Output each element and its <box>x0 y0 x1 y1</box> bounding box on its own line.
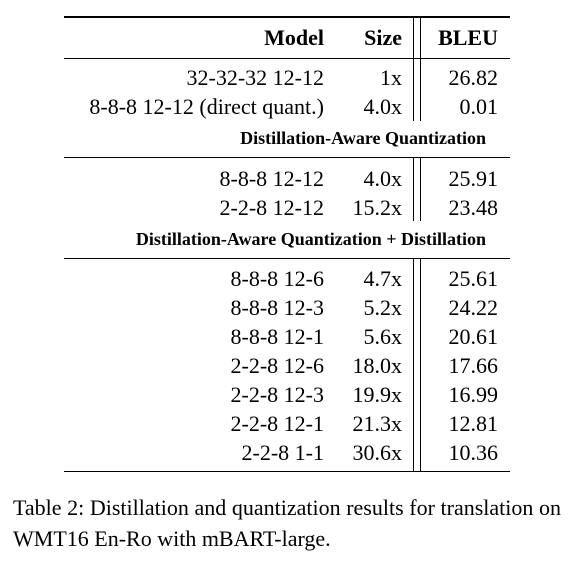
table-row: 32-32-32 12-12 1x 26.82 <box>0 63 574 93</box>
model-cell: 8-8-8 12-1 <box>230 324 324 349</box>
table-row: 8-8-8 12-12 4.0x 25.91 <box>0 164 574 194</box>
column-separator <box>413 59 421 121</box>
top-rule <box>64 16 510 18</box>
bleu-cell: 26.82 <box>448 65 499 90</box>
size-cell: 5.6x <box>363 324 403 349</box>
size-cell: 4.0x <box>363 94 403 119</box>
model-cell: 32-32-32 12-12 <box>186 65 324 90</box>
model-cell: 2-2-8 12-6 <box>230 353 324 378</box>
model-cell: 8-8-8 12-12 (direct quant.) <box>89 94 324 119</box>
size-cell: 4.0x <box>363 166 403 191</box>
bottom-rule <box>64 471 510 472</box>
column-separator <box>413 259 421 471</box>
section-heading: Distillation-Aware Quantization + Distil… <box>135 229 486 249</box>
bleu-cell: 16.99 <box>448 382 499 407</box>
table-caption: Table 2: Distillation and quantization r… <box>13 495 561 551</box>
section-rule <box>64 258 510 259</box>
bleu-cell: 25.61 <box>448 266 499 291</box>
size-cell: 18.0x <box>352 353 403 378</box>
header-rule <box>64 58 510 59</box>
table-row: 8-8-8 12-6 4.7x 25.61 <box>0 264 574 294</box>
table-row: 2-2-8 12-12 15.2x 23.48 <box>0 193 574 223</box>
bleu-cell: 17.66 <box>448 353 499 378</box>
bleu-cell: 0.01 <box>459 94 499 119</box>
model-cell: 2-2-8 12-12 <box>219 195 324 220</box>
bleu-cell: 25.91 <box>448 166 499 191</box>
table-row: 8-8-8 12-3 5.2x 24.22 <box>0 293 574 323</box>
table-row: 2-2-8 12-6 18.0x 17.66 <box>0 351 574 381</box>
bleu-cell: 10.36 <box>448 440 499 465</box>
header-row: Model Size BLEU <box>0 23 574 53</box>
bleu-cell: 23.48 <box>448 195 499 220</box>
bleu-cell: 20.61 <box>448 324 499 349</box>
header-model: Model <box>264 25 324 50</box>
model-cell: 2-2-8 12-3 <box>230 382 324 407</box>
bleu-cell: 24.22 <box>448 295 499 320</box>
size-cell: 21.3x <box>352 411 403 436</box>
model-cell: 8-8-8 12-3 <box>230 295 324 320</box>
column-separator <box>413 17 421 58</box>
section-heading: Distillation-Aware Quantization <box>240 128 486 148</box>
model-cell: 8-8-8 12-6 <box>230 266 324 291</box>
section-rule <box>64 157 510 158</box>
bleu-cell: 12.81 <box>448 411 499 436</box>
size-cell: 15.2x <box>352 195 403 220</box>
size-cell: 19.9x <box>352 382 403 407</box>
size-cell: 30.6x <box>352 440 403 465</box>
size-cell: 1x <box>380 65 402 90</box>
table-row: 2-2-8 12-1 21.3x 12.81 <box>0 409 574 439</box>
table-row: 8-8-8 12-1 5.6x 20.61 <box>0 322 574 352</box>
model-cell: 2-2-8 12-1 <box>230 411 324 436</box>
size-cell: 5.2x <box>363 295 403 320</box>
model-cell: 2-2-8 1-1 <box>241 440 324 465</box>
size-cell: 4.7x <box>363 266 403 291</box>
model-cell: 8-8-8 12-12 <box>219 166 324 191</box>
column-separator <box>413 158 421 221</box>
header-size: Size <box>364 25 402 50</box>
table-row: 2-2-8 12-3 19.9x 16.99 <box>0 380 574 410</box>
header-bleu: BLEU <box>438 25 498 50</box>
table-row: 8-8-8 12-12 (direct quant.) 4.0x 0.01 <box>0 92 574 122</box>
table-row: 2-2-8 1-1 30.6x 10.36 <box>0 438 574 468</box>
